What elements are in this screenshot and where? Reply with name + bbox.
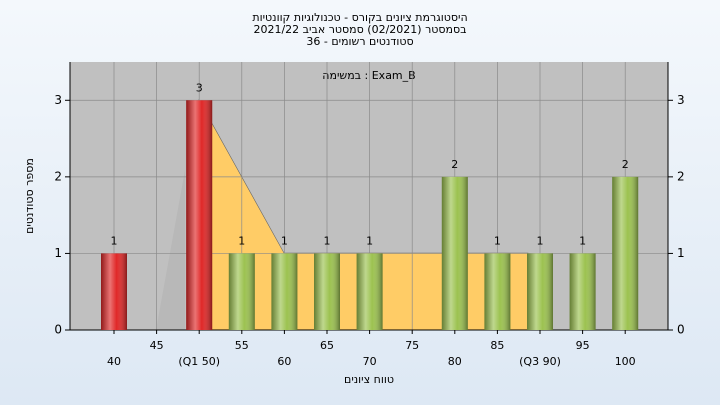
bar-shading [228, 253, 255, 330]
bar-shading [484, 253, 511, 330]
x-tick-label: 40 [107, 355, 121, 368]
value-label: 1 [111, 234, 118, 247]
y2-tick-label: 1 [677, 246, 685, 260]
value-label: 2 [622, 158, 629, 171]
x-tick-label: 55 [235, 339, 249, 352]
bar-shading [527, 253, 553, 330]
y2-tick-label: 0 [677, 323, 685, 337]
y-tick-label: 3 [54, 93, 62, 107]
x-axis-title: טווח ציונים [344, 373, 394, 386]
x-tick-label: 65 [320, 339, 334, 352]
y-tick-label: 0 [54, 323, 62, 337]
x-tick-label: (Q1 50) [178, 355, 220, 368]
value-label: 2 [451, 158, 458, 171]
x-tick-label: 70 [363, 355, 377, 368]
bar-shading [441, 176, 468, 330]
value-label: 1 [366, 234, 373, 247]
annotation: במשימה : Exam_B [322, 69, 415, 82]
bar-shading [612, 176, 639, 330]
y-axis-title: מספר סטודנטים [23, 158, 36, 234]
x-tick-label: 45 [150, 339, 164, 352]
x-tick-label: 85 [490, 339, 504, 352]
x-tick-label: 100 [615, 355, 636, 368]
bar-shading [101, 253, 127, 330]
y2-tick-label: 2 [677, 169, 685, 183]
value-label: 3 [196, 81, 203, 94]
series-layer: 0 0 1 1 2 2 3 3 40 1 45 (Q1 50) 3 55 1 60 1 65 1 70 1 75 80 2 85… [54, 62, 685, 368]
value-label: 1 [281, 234, 288, 247]
x-tick-label: 80 [448, 355, 462, 368]
y-tick-label: 2 [54, 169, 62, 183]
bar-shading [569, 253, 596, 330]
bar-shading [356, 253, 383, 330]
value-label: 1 [537, 234, 544, 247]
x-tick-label: 95 [576, 339, 590, 352]
value-label: 1 [324, 234, 331, 247]
x-tick-label: 75 [405, 339, 419, 352]
x-tick-label: 60 [277, 355, 291, 368]
bar-shading [314, 253, 340, 330]
bar-shading [186, 100, 213, 331]
value-label: 1 [238, 234, 245, 247]
title-line: בסמסטר (02/2021) סמסטר אביב 2021/22 [253, 23, 466, 36]
bar-shading [271, 253, 298, 330]
title-line: סטודנטים רשומים - 36 [306, 35, 413, 48]
x-tick-label: (Q3 90) [519, 355, 561, 368]
value-label: 1 [579, 234, 586, 247]
title-line: היסטוגרמת ציונים בקורס - טכנולוגיות קוונ… [252, 11, 467, 24]
shadow-area [156, 170, 185, 330]
y2-tick-label: 3 [677, 93, 685, 107]
value-label: 1 [494, 234, 501, 247]
y-tick-label: 1 [54, 246, 62, 260]
